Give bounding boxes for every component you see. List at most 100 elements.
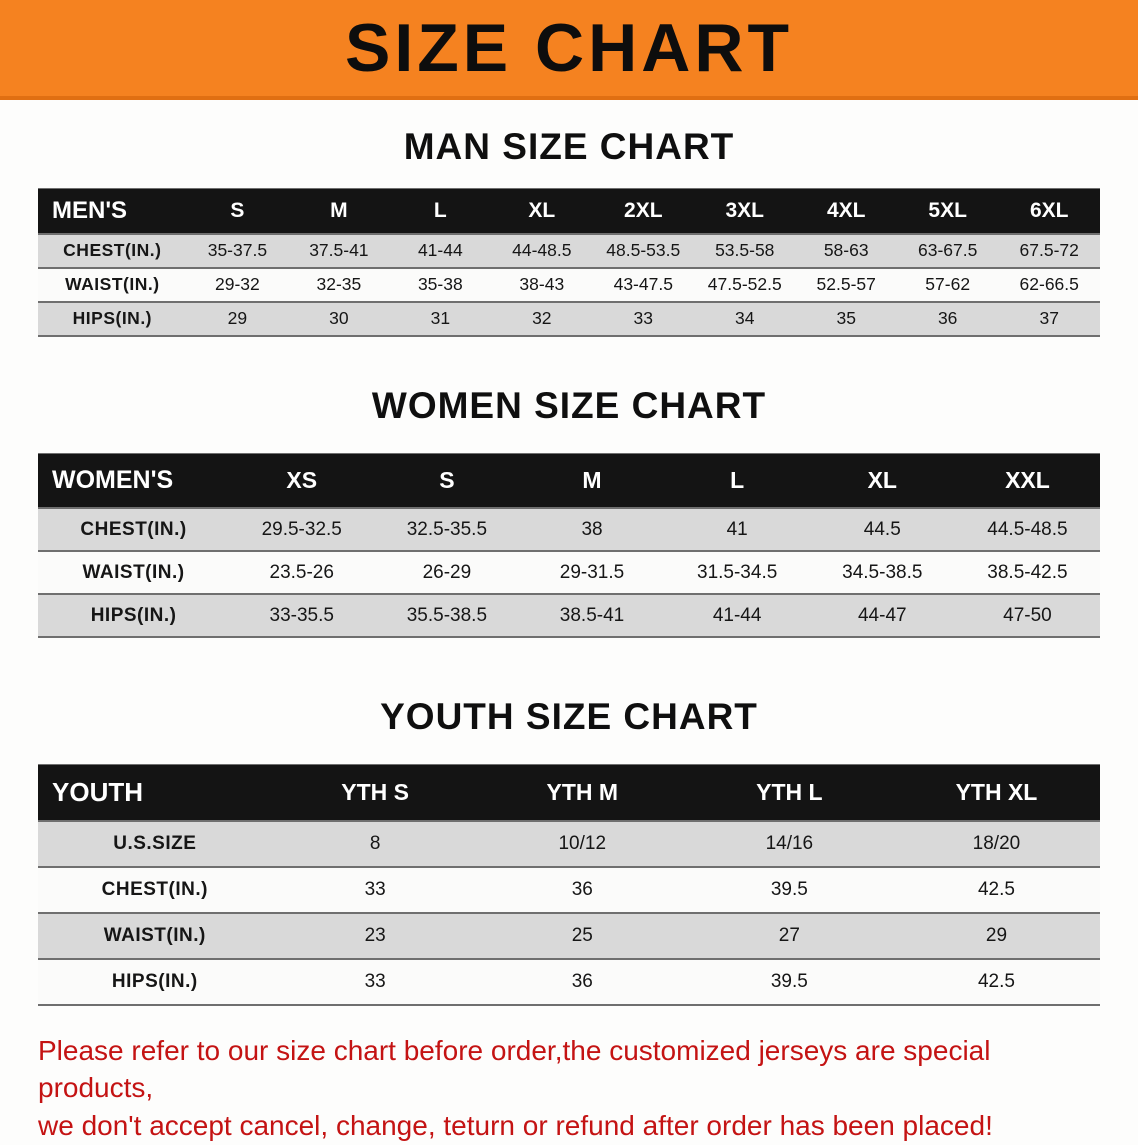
women-section-heading: WOMEN SIZE CHART [371,384,767,426]
size-value-cell: 14/16 [765,832,814,854]
size-value-cell: 41-44 [417,240,463,260]
size-chart-section-men: MAN SIZE CHART MEN'S S M L XL 2XL 3XL 4XL 5XL 6XL C… [0,126,1138,337]
size-value-cell: 37.5-41 [309,240,369,260]
men-table-row: WAIST(IN.) 29-32 32-35 35-38 38-43 43-47.5 47.… [38,267,1100,302]
size-value-cell: 29 [985,924,1008,946]
size-value-cell: 41 [726,518,748,540]
size-value-cell: 8 [369,832,381,854]
youth-table-row: CHEST(IN.) 33 36 39.5 42.5 [38,866,1100,913]
size-value-cell: 44.5 [863,518,901,540]
women-size-column-header: XS [229,453,375,508]
men-table-row: CHEST(IN.) 35-37.5 37.5-41 41-44 44-48.5 48.5… [38,233,1100,268]
women-table-row: HIPS(IN.) 33-35.5 35.5-38.5 38.5-41 41-44 44-… [38,594,1100,637]
men-size-column-header: 4XL [795,188,897,234]
size-value-cell: 39.5 [770,970,808,992]
size-chart-section-women: WOMEN SIZE CHART WOMEN'S XS S M L XL XXL CHEST(I… [0,384,1138,638]
youth-group-label: YOUTH [38,764,272,821]
youth-table-row: U.S.SIZE 8 10/12 14/16 18/20 [38,820,1100,867]
size-value-cell: 47.5-52.5 [707,274,782,294]
size-chart-section-youth: YOUTH SIZE CHART YOUTH YTH S YTH M YTH L YTH … [0,696,1138,1006]
size-value-cell: 23 [364,924,386,946]
size-value-cell: 32 [532,308,552,328]
men-table-row: HIPS(IN.) 29 30 31 32 33 34 35 36 37 [38,301,1100,336]
size-value-cell: 38-43 [519,274,565,294]
size-value-cell: 31 [430,308,451,328]
women-table-row: CHEST(IN.) 29.5-32.5 32.5-35.5 38 41 44.5 44.5… [38,508,1100,551]
youth-section-heading: YOUTH SIZE CHART [380,696,758,737]
women-size-column-header: XL [809,453,955,508]
page-title: SIZE CHART [345,10,793,86]
size-value-cell: 44.5-48.5 [987,518,1068,540]
youth-size-column-header: YTH XL [892,764,1100,821]
size-value-cell: 44-48.5 [512,240,572,260]
size-value-cell: 33 [364,878,386,900]
men-size-column-header: 5XL [896,188,999,234]
men-section-heading: MAN SIZE CHART [403,126,735,167]
size-value-cell: 48.5-53.5 [606,240,681,260]
row-label: CHEST(IN.) [80,518,187,540]
men-size-column-header: XL [491,188,593,234]
row-label: HIPS(IN.) [111,970,198,992]
women-group-label: WOMEN'S [38,453,230,508]
size-value-cell: 36 [571,970,593,992]
men-size-column-header: S [186,188,289,234]
row-label: WAIST(IN.) [103,924,206,946]
size-value-cell: 36 [937,308,958,328]
size-value-cell: 53.5-58 [715,240,775,260]
size-value-cell: 18/20 [972,832,1021,854]
size-value-cell: 33-35.5 [269,604,334,626]
size-value-cell: 44-47 [857,604,907,626]
women-size-column-header: M [519,453,665,508]
row-label: HIPS(IN.) [90,604,177,626]
size-value-cell: 42.5 [977,970,1015,992]
size-value-cell: 39.5 [770,878,808,900]
size-value-cell: 29-32 [215,274,260,294]
size-value-cell: 35-38 [417,274,463,294]
men-size-table: MEN'S S M L XL 2XL 3XL 4XL 5XL 6XL CHEST(IN.) 35-37… [38,188,1100,337]
size-value-cell: 33 [633,308,654,328]
size-value-cell: 38.5-42.5 [987,561,1068,583]
size-value-cell: 67.5-72 [1019,240,1079,260]
size-value-cell: 30 [329,308,349,328]
size-value-cell: 32-35 [316,274,362,294]
row-label: WAIST(IN.) [82,561,185,583]
women-size-table: WOMEN'S XS S M L XL XXL CHEST(IN.) 29.5-32.5 32.5… [38,452,1100,638]
size-value-cell: 62-66.5 [1019,274,1079,294]
size-value-cell: 37 [1039,308,1059,328]
size-value-cell: 26-29 [422,561,472,583]
row-label: CHEST(IN.) [101,878,208,900]
size-value-cell: 29 [227,308,248,328]
size-value-cell: 52.5-57 [816,274,876,294]
size-value-cell: 35-37.5 [207,240,268,260]
row-label: HIPS(IN.) [72,308,153,328]
women-size-column-header: XXL [954,453,1100,508]
size-value-cell: 42.5 [977,878,1015,900]
youth-table-row: WAIST(IN.) 23 25 27 29 [38,912,1100,959]
notice-line-1: Please refer to our size chart before or… [38,1034,991,1104]
size-value-cell: 32.5-35.5 [406,518,488,540]
row-label: U.S.SIZE [113,832,197,854]
size-value-cell: 25 [571,924,593,946]
men-group-label: MEN'S [38,188,187,234]
youth-table-row: HIPS(IN.) 33 36 39.5 42.5 [38,958,1100,1005]
size-value-cell: 58-63 [823,240,869,260]
size-value-cell: 29.5-32.5 [261,518,342,540]
row-label: CHEST(IN.) [63,240,162,260]
youth-size-column-header: YTH L [685,764,893,821]
men-size-column-header: 2XL [592,188,695,234]
size-value-cell: 31.5-34.5 [697,561,778,583]
size-value-cell: 35 [836,308,856,328]
men-size-column-header: L [389,188,492,234]
size-value-cell: 35.5-38.5 [406,604,488,626]
women-size-column-header: L [664,453,810,508]
youth-size-column-header: YTH M [478,764,686,821]
men-size-column-header: 6XL [998,188,1100,234]
size-value-cell: 27 [778,924,800,946]
size-value-cell: 34.5-38.5 [842,561,923,583]
size-value-cell: 63-67.5 [918,240,978,260]
youth-size-table: YOUTH YTH S YTH M YTH L YTH XL U.S.SIZE 8 10/12… [38,764,1100,1006]
size-chart-sections: MAN SIZE CHART MEN'S S M L XL 2XL 3XL 4XL 5XL 6XL C… [0,126,1138,1006]
women-table-row: WAIST(IN.) 23.5-26 26-29 29-31.5 31.5-34.5 34… [38,551,1100,594]
row-label: WAIST(IN.) [65,274,160,294]
